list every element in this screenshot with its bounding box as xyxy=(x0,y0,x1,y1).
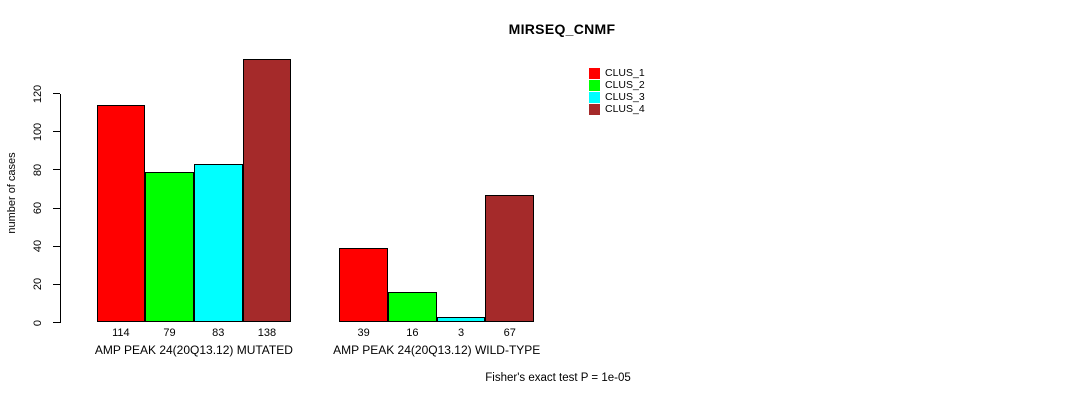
y-axis-tick xyxy=(53,283,60,285)
bar-clus-1-mutated xyxy=(96,104,146,323)
legend-item-label: CLUS_3 xyxy=(605,91,645,103)
y-axis-tick xyxy=(53,245,60,247)
legend-color-swatch xyxy=(589,79,600,91)
legend-item-clus-1: CLUS_1 xyxy=(589,67,645,79)
y-axis-label: number of cases xyxy=(6,152,18,234)
y-axis-tick-label: 20 xyxy=(32,278,44,291)
legend-item-clus-2: CLUS_2 xyxy=(589,79,645,91)
fisher-test-note: Fisher's exact test P = 1e-05 xyxy=(485,372,631,384)
bar-value-label: 67 xyxy=(503,327,516,339)
bar-value-label: 114 xyxy=(112,327,130,339)
y-axis-tick-label: 40 xyxy=(32,240,44,253)
legend-item-label: CLUS_2 xyxy=(605,79,645,91)
y-axis-tick-label: 100 xyxy=(32,122,44,141)
bar-clus-1-wild-type xyxy=(339,248,388,323)
legend-item-label: CLUS_4 xyxy=(605,103,645,115)
bar-clus-3-wild-type xyxy=(436,316,486,323)
x-group-label: AMP PEAK 24(20Q13.12) MUTATED xyxy=(94,343,293,357)
bar-value-label: 79 xyxy=(163,327,176,339)
legend-item-clus-4: CLUS_4 xyxy=(589,103,645,115)
y-axis-tick xyxy=(53,322,60,323)
y-axis-tick xyxy=(53,131,60,133)
y-axis-tick xyxy=(53,93,60,94)
bar-value-label: 83 xyxy=(212,327,225,339)
legend-item-clus-3: CLUS_3 xyxy=(589,91,645,103)
bar-clus-3-mutated xyxy=(193,164,243,323)
bar-clus-4-mutated xyxy=(242,59,292,323)
bar-clus-4-wild-type xyxy=(485,194,535,323)
legend: CLUS_1 CLUS_2 CLUS_3 CLUS_4 xyxy=(589,67,645,115)
legend-color-swatch xyxy=(589,67,600,79)
bar-value-label: 16 xyxy=(406,327,419,339)
y-axis-tick-label: 80 xyxy=(32,163,44,176)
y-axis-tick-label: 0 xyxy=(32,319,44,326)
bar-clus-2-mutated xyxy=(145,171,194,323)
y-axis-tick xyxy=(53,169,60,171)
y-axis-tick xyxy=(53,207,60,209)
chart-title: MIRSEQ_CNMF xyxy=(508,21,616,37)
bar-value-label: 39 xyxy=(357,327,370,339)
y-axis-tick-label: 120 xyxy=(32,84,44,103)
legend-color-swatch xyxy=(589,103,600,115)
bar-value-label: 138 xyxy=(257,327,277,339)
legend-color-swatch xyxy=(589,91,600,103)
legend-item-label: CLUS_1 xyxy=(605,67,645,79)
y-axis-tick-label: 60 xyxy=(32,201,44,215)
bar-value-label: 3 xyxy=(457,327,465,339)
x-group-label: AMP PEAK 24(20Q13.12) WILD-TYPE xyxy=(333,343,541,357)
y-axis-line xyxy=(60,93,61,323)
bar-clus-2-wild-type xyxy=(388,291,437,323)
